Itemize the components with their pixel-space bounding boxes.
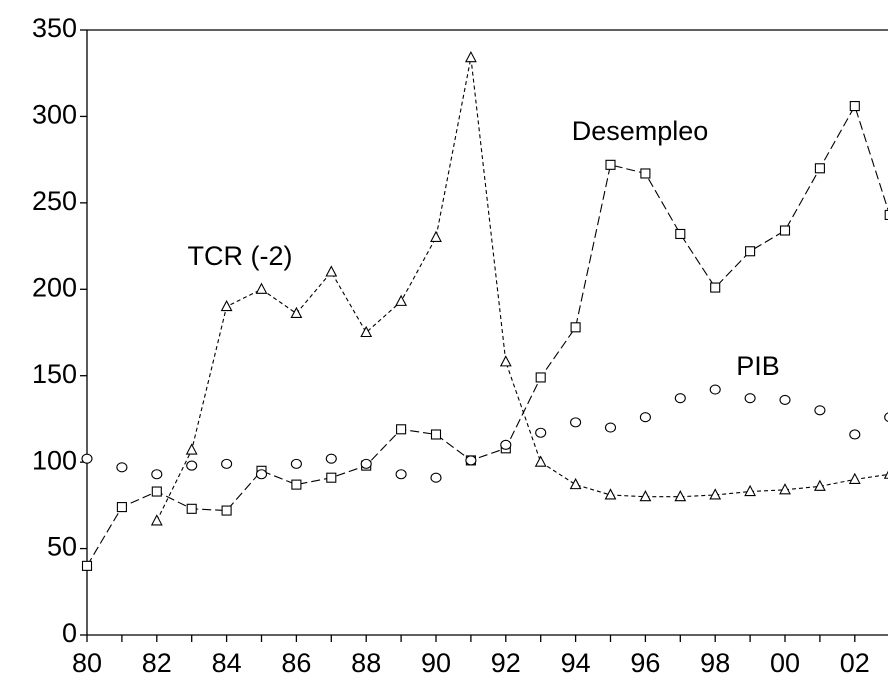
x-tick-label: 88 <box>351 648 381 678</box>
x-tick-label: 98 <box>700 648 730 678</box>
data-point <box>430 429 442 440</box>
data-point <box>534 455 547 467</box>
x-tick-label: 94 <box>561 648 591 678</box>
data-point <box>151 469 163 480</box>
data-point <box>395 469 407 480</box>
data-point <box>675 228 686 240</box>
data-point <box>499 355 512 367</box>
data-point <box>779 394 791 405</box>
data-point <box>150 514 163 526</box>
data-point <box>883 470 888 479</box>
data-point <box>884 412 888 423</box>
data-point <box>290 458 302 469</box>
data-point <box>604 422 617 433</box>
data-point <box>81 453 93 464</box>
x-tick-label: 90 <box>421 648 451 678</box>
data-point <box>745 246 756 257</box>
data-point <box>605 159 616 170</box>
data-point <box>535 372 546 383</box>
x-tick-label: 82 <box>142 648 172 678</box>
data-point <box>395 294 408 306</box>
data-point <box>465 455 477 466</box>
data-point <box>814 163 825 174</box>
data-point <box>709 488 722 500</box>
y-tick-label: 50 <box>47 532 77 562</box>
data-point <box>186 460 198 471</box>
data-point <box>814 405 826 416</box>
data-point <box>674 393 686 404</box>
data-point <box>535 427 547 438</box>
data-point <box>185 443 198 455</box>
data-point <box>570 322 581 333</box>
data-point <box>221 458 233 469</box>
x-tick-label: 86 <box>281 648 311 678</box>
series-line <box>156 57 888 522</box>
y-tick-label: 0 <box>62 618 77 648</box>
data-point <box>709 384 721 395</box>
data-point <box>221 505 232 516</box>
data-point <box>326 472 337 483</box>
data-point <box>884 209 888 221</box>
data-point <box>116 462 128 473</box>
data-point <box>151 486 162 497</box>
data-point <box>290 306 303 319</box>
x-tick-label: 96 <box>630 648 660 678</box>
data-point <box>570 417 582 428</box>
data-point <box>674 490 687 502</box>
data-point <box>744 484 757 497</box>
data-point <box>710 282 721 293</box>
data-point <box>849 101 860 112</box>
data-point <box>186 503 197 514</box>
data-point <box>396 424 407 435</box>
series-line <box>86 104 888 567</box>
data-point <box>81 560 93 571</box>
data-point <box>640 168 651 179</box>
data-point <box>430 472 442 483</box>
x-tick-label: 00 <box>770 648 800 678</box>
data-point <box>779 483 791 495</box>
y-tick-label: 200 <box>32 272 77 302</box>
data-point <box>569 477 582 490</box>
data-point <box>639 412 651 423</box>
x-tick-label: 92 <box>491 648 521 678</box>
series-label: PIB <box>736 351 780 381</box>
data-point <box>500 439 512 450</box>
data-point <box>639 490 652 502</box>
x-tick-label: 84 <box>212 648 242 678</box>
data-point <box>325 453 337 464</box>
y-tick-label: 100 <box>32 445 77 475</box>
x-tick-label: 02 <box>840 648 870 678</box>
series-label: Desempleo <box>572 116 709 146</box>
data-point <box>116 502 127 513</box>
data-point <box>220 299 233 312</box>
data-point <box>744 393 756 404</box>
data-point <box>464 50 477 63</box>
data-point <box>291 479 302 490</box>
data-point <box>813 479 826 491</box>
data-point <box>779 225 791 236</box>
data-point <box>849 429 861 440</box>
data-point <box>430 230 442 242</box>
series-label: TCR (-2) <box>188 241 293 271</box>
y-tick-label: 250 <box>32 186 77 216</box>
data-point <box>360 458 372 469</box>
data-point <box>325 265 338 277</box>
y-tick-label: 150 <box>32 359 77 389</box>
y-tick-label: 350 <box>32 13 77 43</box>
data-point <box>255 469 268 480</box>
data-point <box>360 325 373 338</box>
data-point <box>604 488 617 500</box>
x-tick-label: 80 <box>72 648 102 678</box>
data-point <box>255 282 268 294</box>
data-point <box>848 472 861 484</box>
y-tick-label: 300 <box>32 100 77 130</box>
